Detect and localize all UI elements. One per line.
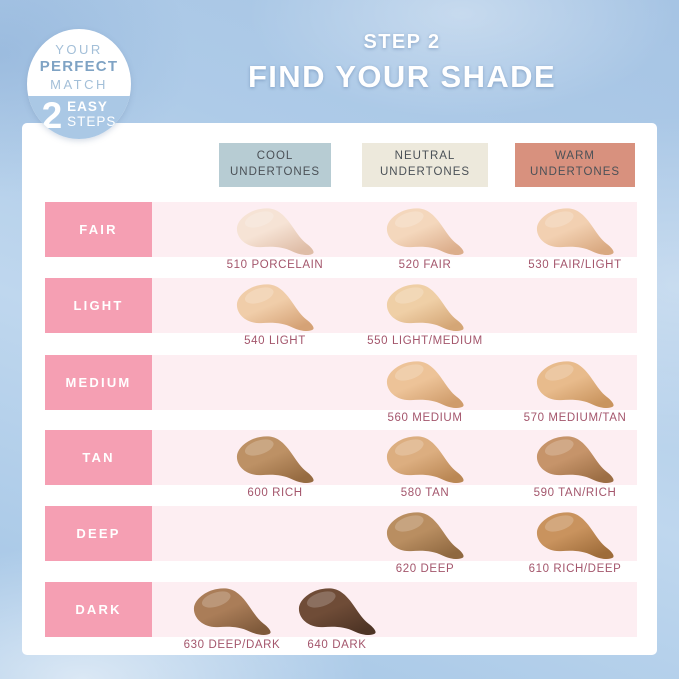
row-label-medium: MEDIUM xyxy=(45,355,152,410)
shade-name-520-fair: 520 FAIR xyxy=(398,259,452,271)
step-label: STEP 2 xyxy=(363,31,441,53)
column-header-cool: COOL UNDERTONES xyxy=(219,143,331,187)
column-header-warm: WARM UNDERTONES xyxy=(515,143,635,187)
swatch-630-deep-dark xyxy=(193,588,271,636)
title-label: FIND YOUR SHADE xyxy=(247,59,557,94)
badge-line-match: MATCH xyxy=(50,77,108,92)
shade-name-580-tan: 580 TAN xyxy=(400,487,450,499)
swatch-590-tan-rich xyxy=(536,436,614,484)
swatch-520-fair xyxy=(386,208,464,256)
badge-step-number: 2 xyxy=(41,95,63,136)
row-label-fair: FAIR xyxy=(45,202,152,257)
page-title: STEP 2 FIND YOUR SHADE xyxy=(232,31,572,95)
row-label-light: LIGHT xyxy=(45,278,152,333)
badge-steps-segment: 2 EASY STEPS xyxy=(27,96,131,139)
swatch-540-light xyxy=(236,284,314,332)
swatch-550-light-medium xyxy=(386,284,464,332)
badge-line-perfect: PERFECT xyxy=(39,58,119,76)
shade-name-550-light-medium: 550 LIGHT/MEDIUM xyxy=(367,335,483,347)
row-label-dark: DARK xyxy=(45,582,152,637)
row-label-deep: DEEP xyxy=(45,506,152,561)
shade-name-640-dark: 640 DARK xyxy=(307,639,367,651)
swatch-610-rich-deep xyxy=(536,512,614,560)
shade-name-630-deep-dark: 630 DEEP/DARK xyxy=(183,639,281,651)
swatch-580-tan xyxy=(386,436,464,484)
shade-name-620-deep: 620 DEEP xyxy=(395,563,455,575)
shade-name-590-tan-rich: 590 TAN/RICH xyxy=(533,487,617,499)
swatch-620-deep xyxy=(386,512,464,560)
swatch-600-rich xyxy=(236,436,314,484)
shade-card: COOL UNDERTONES NEUTRAL UNDERTONES WARM UN… xyxy=(22,123,657,655)
swatch-530-fair-light xyxy=(536,208,614,256)
perfect-match-badge: YOUR PERFECT MATCH 2 EASY STEPS xyxy=(27,29,131,139)
shade-name-600-rich: 600 RICH xyxy=(247,487,303,499)
badge-top-text: YOUR PERFECT MATCH xyxy=(27,29,131,93)
badge-line-your: YOUR xyxy=(55,42,103,57)
badge-steps-label: STEPS xyxy=(67,113,117,129)
column-header-neutral: NEUTRAL UNDERTONES xyxy=(362,143,488,187)
shade-name-530-fair-light: 530 FAIR/LIGHT xyxy=(528,259,622,271)
shade-name-610-rich-deep: 610 RICH/DEEP xyxy=(528,563,622,575)
shade-name-510-porcelain: 510 PORCELAIN xyxy=(226,259,324,271)
row-label-tan: TAN xyxy=(45,430,152,485)
shade-name-560-medium: 560 MEDIUM xyxy=(387,412,463,424)
badge-easy-label: EASY xyxy=(67,98,108,114)
swatch-510-porcelain xyxy=(236,208,314,256)
shade-name-570-medium-tan: 570 MEDIUM/TAN xyxy=(523,412,627,424)
shade-name-540-light: 540 LIGHT xyxy=(244,335,306,347)
swatch-570-medium-tan xyxy=(536,361,614,409)
swatch-560-medium xyxy=(386,361,464,409)
swatch-640-dark xyxy=(298,588,376,636)
